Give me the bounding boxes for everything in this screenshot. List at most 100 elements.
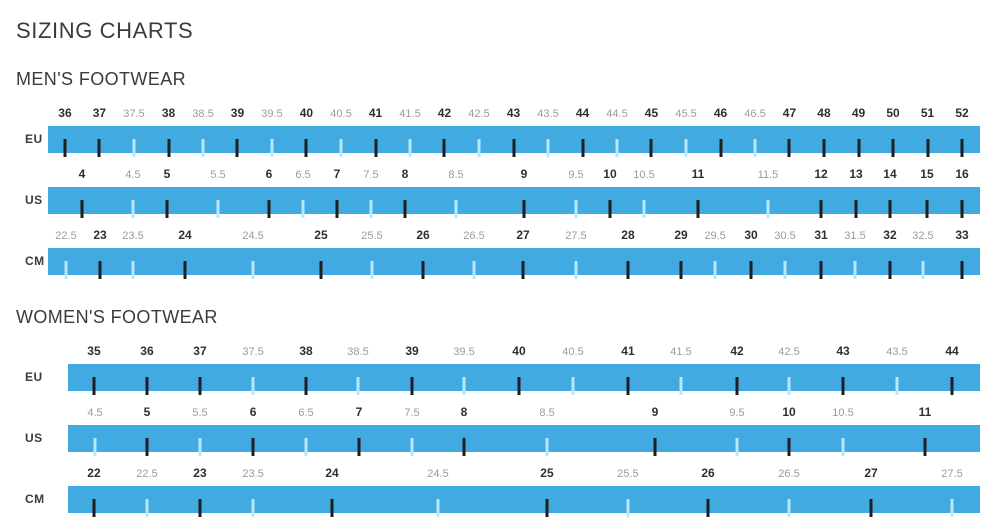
- minor-tick: [356, 377, 360, 395]
- minor-tick: [339, 139, 343, 157]
- size-label: 25: [314, 228, 328, 242]
- major-tick: [719, 139, 723, 157]
- size-label: 30.5: [774, 230, 796, 242]
- size-label: 5.5: [210, 169, 226, 181]
- major-tick: [888, 200, 892, 218]
- size-label: 27.5: [941, 468, 963, 480]
- minor-tick: [304, 438, 308, 456]
- size-label: 40: [512, 344, 526, 358]
- major-tick: [822, 139, 826, 157]
- size-label: 42: [730, 344, 744, 358]
- size-label: 9.5: [568, 169, 584, 181]
- size-label: 24.5: [242, 230, 264, 242]
- womens-footwear-heading: WOMEN'S FOOTWEAR: [16, 307, 218, 327]
- minor-tick: [642, 200, 646, 218]
- page-title: SIZING CHARTS: [16, 18, 194, 43]
- minor-tick: [408, 139, 412, 157]
- size-label: 43.5: [537, 108, 559, 120]
- size-label: 37: [193, 344, 207, 358]
- size-label: 43: [506, 106, 521, 120]
- size-label: 5: [163, 167, 171, 181]
- major-tick: [462, 438, 466, 456]
- size-label: 26.5: [463, 230, 485, 242]
- size-label: 38.5: [347, 346, 369, 358]
- minor-tick: [410, 438, 414, 456]
- major-tick: [410, 377, 414, 395]
- size-label: 11: [918, 405, 932, 419]
- womens-eu-ruler: EU 35 36 37 37.5 38 38.5 39 39.5 40 40.5 41 41.5 42 4…: [16, 344, 980, 395]
- womens-cm-ruler-bar: 22 22.5 23 23.5 24 24.5 25 25.5 26 26.5 27 27.5: [68, 466, 980, 517]
- minor-tick: [574, 200, 578, 218]
- minor-tick: [251, 261, 255, 279]
- minor-tick: [684, 139, 688, 157]
- size-label: 44: [945, 344, 959, 358]
- size-label: 33: [955, 228, 969, 242]
- minor-tick: [131, 261, 135, 279]
- major-tick: [235, 139, 239, 157]
- minor-tick: [369, 200, 373, 218]
- minor-tick: [251, 377, 255, 395]
- size-label: 22.5: [55, 230, 77, 242]
- size-label: 28: [621, 228, 635, 242]
- major-tick: [335, 200, 339, 218]
- minor-tick: [766, 200, 770, 218]
- major-tick: [80, 200, 84, 218]
- major-tick: [891, 139, 895, 157]
- major-tick: [960, 139, 964, 157]
- mens-us-ruler-bar: 4 4.5 5 5.5 6 6.5 7 7.5 8 8.5 9 9.5 10 10.5 11 11.5 12 13…: [48, 167, 980, 218]
- size-label: 8.5: [539, 407, 555, 419]
- size-label: 26: [416, 228, 430, 242]
- size-label: 48: [817, 106, 831, 120]
- size-label: 42: [437, 106, 452, 120]
- major-tick: [819, 261, 823, 279]
- major-tick: [92, 377, 96, 395]
- major-tick: [888, 261, 892, 279]
- size-label: 29.5: [704, 230, 726, 242]
- minor-tick: [270, 139, 274, 157]
- major-tick: [183, 261, 187, 279]
- size-label: 23.5: [122, 230, 144, 242]
- minor-tick: [301, 200, 305, 218]
- major-tick: [581, 139, 584, 157]
- major-tick: [251, 438, 255, 456]
- size-label: 23: [193, 466, 207, 480]
- size-label: 52: [955, 106, 969, 120]
- size-label: 9.5: [729, 407, 745, 419]
- major-tick: [319, 261, 323, 279]
- major-tick: [735, 377, 739, 395]
- size-label: 47: [782, 106, 797, 120]
- size-label: 41: [368, 106, 383, 120]
- size-label: 6.5: [295, 169, 311, 181]
- major-tick: [165, 200, 169, 218]
- size-label: 36: [58, 106, 72, 120]
- minor-tick: [546, 139, 550, 157]
- size-label: 29: [674, 228, 688, 242]
- major-tick: [626, 377, 630, 395]
- major-tick: [98, 261, 102, 279]
- size-label: 10: [782, 405, 796, 419]
- size-label: 27.5: [565, 230, 587, 242]
- size-label: 32: [883, 228, 897, 242]
- size-label: 6: [249, 405, 257, 419]
- minor-tick: [477, 139, 481, 157]
- size-label: 37.5: [242, 346, 264, 358]
- minor-tick: [787, 499, 791, 517]
- major-tick: [304, 377, 308, 395]
- size-label: 26.5: [778, 468, 800, 480]
- minor-tick: [145, 499, 149, 517]
- size-label: 9: [520, 167, 528, 181]
- size-label: 7: [355, 405, 363, 419]
- major-tick: [926, 139, 930, 157]
- size-label: 31.5: [844, 230, 866, 242]
- minor-tick: [735, 438, 739, 456]
- size-label: 38: [299, 344, 313, 358]
- minor-tick: [132, 139, 136, 157]
- size-label: 39: [405, 344, 419, 358]
- major-tick: [869, 499, 873, 517]
- major-tick: [925, 200, 929, 218]
- minor-tick: [753, 139, 757, 157]
- major-tick: [841, 377, 845, 395]
- womens-cm-unit-label: CM: [25, 492, 45, 506]
- size-label: 25: [540, 466, 554, 480]
- minor-tick: [64, 261, 68, 279]
